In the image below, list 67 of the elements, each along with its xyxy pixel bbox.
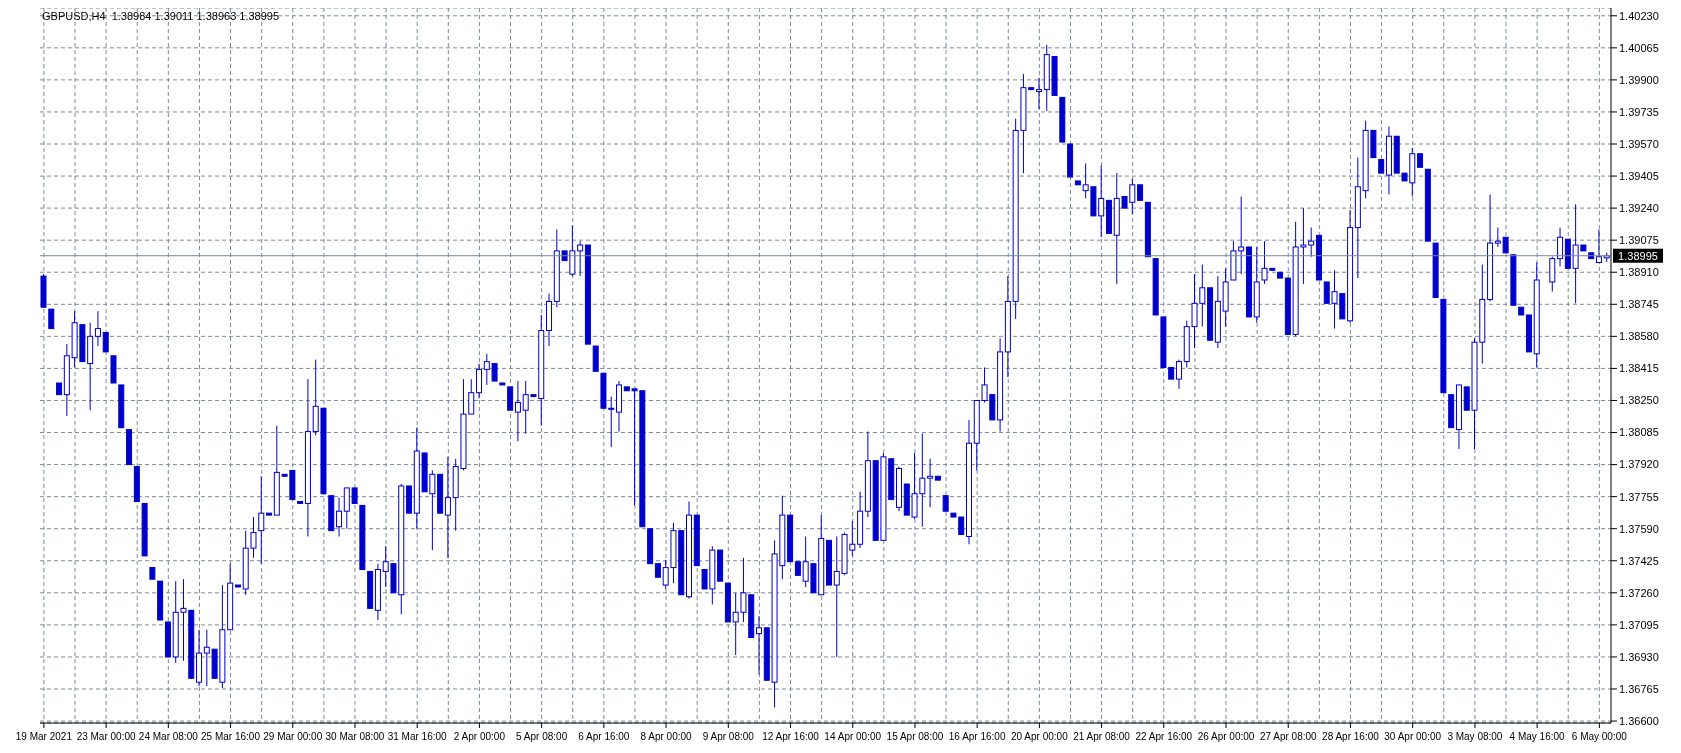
x-tick-label: 6 May 00:00 xyxy=(1571,731,1628,742)
x-tick-label: 29 Mar 00:00 xyxy=(263,731,323,742)
y-tick-label: 1.37425 xyxy=(1619,554,1659,567)
candlestick xyxy=(444,456,451,559)
y-tick-label: 1.39735 xyxy=(1619,105,1659,118)
candlestick xyxy=(1175,359,1182,390)
y-tick-label: 1.37590 xyxy=(1619,522,1659,535)
x-tick-label: 21 Apr 08:00 xyxy=(1073,731,1131,742)
y-tick-label: 1.37260 xyxy=(1619,586,1659,599)
x-tick-label: 14 Apr 00:00 xyxy=(824,731,882,742)
y-tick-label: 1.37920 xyxy=(1619,458,1659,471)
y-tick-label: 1.37755 xyxy=(1619,490,1659,503)
candlestick xyxy=(514,380,521,442)
x-tick-label: 15 Apr 08:00 xyxy=(886,731,944,742)
x-tick-label: 22 Apr 16:00 xyxy=(1135,731,1193,742)
candlestick xyxy=(756,615,763,675)
candlestick xyxy=(1557,227,1564,267)
y-tick-label: 1.36600 xyxy=(1619,714,1659,727)
y-tick-label: 1.39075 xyxy=(1619,234,1659,247)
x-tick-label: 9 Apr 08:00 xyxy=(702,731,755,742)
candlestick xyxy=(102,331,109,353)
x-tick-label: 30 Mar 08:00 xyxy=(325,731,385,742)
x-tick-label: 5 Apr 08:00 xyxy=(516,731,568,742)
x-tick-label: 20 Apr 00:00 xyxy=(1011,731,1069,742)
x-tick-label: 6 Apr 16:00 xyxy=(578,731,630,742)
y-tick-label: 1.38910 xyxy=(1619,266,1659,279)
y-tick-label: 1.38085 xyxy=(1619,426,1659,439)
x-tick-label: 28 Apr 16:00 xyxy=(1322,731,1380,742)
candlestick xyxy=(507,386,514,411)
candlestick xyxy=(927,458,934,508)
y-tick-label: 1.36765 xyxy=(1619,682,1659,695)
y-tick-label: 1.38250 xyxy=(1619,394,1659,407)
candlestick xyxy=(258,475,265,565)
x-tick-label: 31 Mar 16:00 xyxy=(387,731,448,742)
candlestick xyxy=(1595,228,1602,264)
y-tick-label: 1.40230 xyxy=(1619,9,1659,22)
y-tick-label: 1.40065 xyxy=(1619,41,1659,54)
x-tick-label: 23 Mar 00:00 xyxy=(76,731,136,742)
candlestick xyxy=(336,497,343,537)
candlestick xyxy=(1035,77,1042,110)
y-tick-label: 1.39240 xyxy=(1619,202,1659,215)
x-tick-label: 3 May 08:00 xyxy=(1447,731,1503,742)
y-tick-label: 1.36930 xyxy=(1619,650,1659,663)
y-tick-label: 1.39405 xyxy=(1619,169,1659,182)
y-tick-label: 1.39570 xyxy=(1619,137,1659,150)
candlestick xyxy=(48,308,55,330)
y-tick-label: 1.39900 xyxy=(1619,73,1659,86)
x-tick-label: 26 Apr 00:00 xyxy=(1197,731,1255,742)
x-tick-label: 25 Mar 16:00 xyxy=(201,731,261,742)
x-tick-label: 27 Apr 08:00 xyxy=(1259,731,1318,742)
y-tick-label: 1.37095 xyxy=(1619,618,1659,631)
chart-title: GBPUSD,H4 1.38984 1.39011 1.38963 1.38995 xyxy=(42,10,280,22)
x-tick-label: 30 Apr 00:00 xyxy=(1384,731,1442,742)
x-tick-label: 8 Apr 00:00 xyxy=(640,731,693,742)
x-tick-label: 4 May 16:00 xyxy=(1509,731,1566,742)
x-tick-label: 12 Apr 16:00 xyxy=(762,731,820,742)
y-tick-label: 1.38580 xyxy=(1619,330,1659,343)
y-tick-label: 1.38745 xyxy=(1619,298,1659,311)
candlestick xyxy=(476,363,483,400)
x-tick-label: 24 Mar 08:00 xyxy=(138,731,199,742)
ref-line-label: 1.38995 xyxy=(1618,249,1658,262)
x-tick-label: 19 Mar 2021 xyxy=(15,731,73,742)
candlestick xyxy=(94,310,101,347)
x-tick-label: 2 Apr 00:00 xyxy=(453,731,506,742)
x-tick-label: 16 Apr 16:00 xyxy=(948,731,1006,742)
y-tick-label: 1.38415 xyxy=(1619,362,1659,375)
candlestick xyxy=(1549,256,1556,293)
